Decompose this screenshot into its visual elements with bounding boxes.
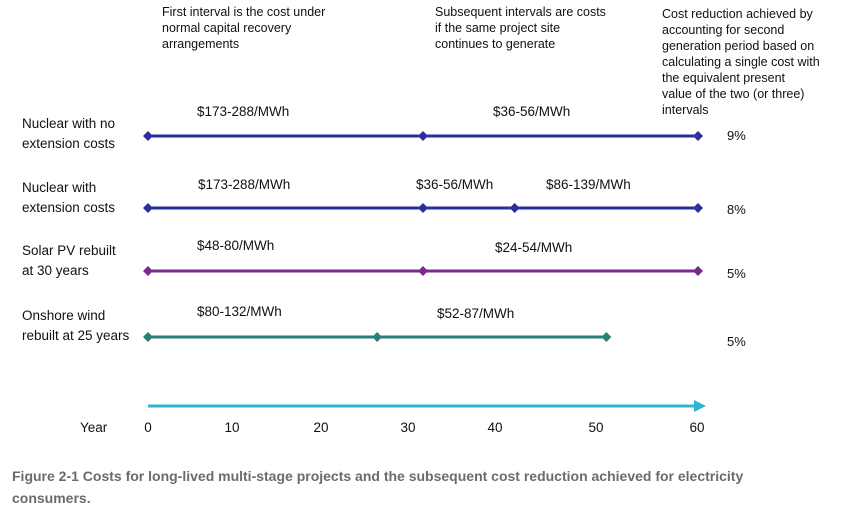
timeline-diamond-onshore-wind: [601, 332, 612, 342]
axis-tick-label: 10: [224, 420, 240, 435]
axis-tick-label: 40: [487, 420, 503, 435]
price-nuclear-ext-first: $173-288/MWh: [198, 177, 291, 192]
price-nuclear-ext-third: $86-139/MWh: [546, 177, 631, 192]
timeline-diamond-solar-pv: [418, 266, 428, 276]
timeline-diamond-nuclear-no-extension: [418, 131, 428, 141]
header-cost-reduction: Cost reduction achieved by accounting fo…: [662, 7, 820, 117]
axis-tick-label: 0: [144, 420, 152, 435]
header-subsequent-intervals: Subsequent intervals are costs if the sa…: [435, 5, 606, 51]
axis-tick-label: 20: [313, 420, 329, 435]
price-wind-second: $52-87/MWh: [437, 306, 515, 321]
reduction-nuclear-extension: 8%: [727, 202, 746, 217]
timeline-diamond-nuclear-extension: [143, 203, 153, 213]
axis-tick-label: 60: [689, 420, 705, 435]
header-first-interval: First interval is the cost under normal …: [162, 5, 326, 51]
price-nuclear-no-ext-second: $36-56/MWh: [493, 104, 571, 119]
timeline-diamond-nuclear-extension: [509, 203, 520, 213]
price-solar-first: $48-80/MWh: [197, 238, 275, 253]
timeline-diamond-onshore-wind: [372, 332, 383, 342]
reduction-solar-pv: 5%: [727, 266, 746, 281]
price-nuclear-no-ext-first: $173-288/MWh: [197, 104, 290, 119]
price-wind-first: $80-132/MWh: [197, 304, 282, 319]
timeline-diamond-nuclear-extension: [693, 203, 703, 213]
row-label-solar-pv: Solar PV rebuilt at 30 years: [22, 243, 116, 278]
axis-tick-label: 30: [400, 420, 416, 435]
timeline-diamond-solar-pv: [143, 266, 153, 276]
row-label-onshore-wind: Onshore wind rebuilt at 25 years: [22, 308, 130, 343]
year-axis-arrowhead: [694, 400, 706, 412]
axis-tick-label: 50: [588, 420, 604, 435]
axis-year-label: Year: [80, 420, 108, 435]
price-solar-second: $24-54/MWh: [495, 240, 573, 255]
timeline-diamond-solar-pv: [693, 266, 703, 276]
reduction-onshore-wind: 5%: [727, 334, 746, 349]
row-label-nuclear-extension: Nuclear with extension costs: [22, 180, 116, 215]
timeline-diamond-nuclear-no-extension: [693, 131, 703, 141]
timeline-diamond-onshore-wind: [143, 332, 153, 342]
price-nuclear-ext-second: $36-56/MWh: [416, 177, 494, 192]
reduction-nuclear-no-extension: 9%: [727, 128, 746, 143]
timeline-diamond-nuclear-no-extension: [143, 131, 153, 141]
figure-caption: Figure 2-1 Costs for long-lived multi-st…: [12, 468, 744, 506]
row-label-nuclear-no-extension: Nuclear with no extension costs: [22, 116, 116, 151]
timeline-diamond-nuclear-extension: [418, 203, 428, 213]
